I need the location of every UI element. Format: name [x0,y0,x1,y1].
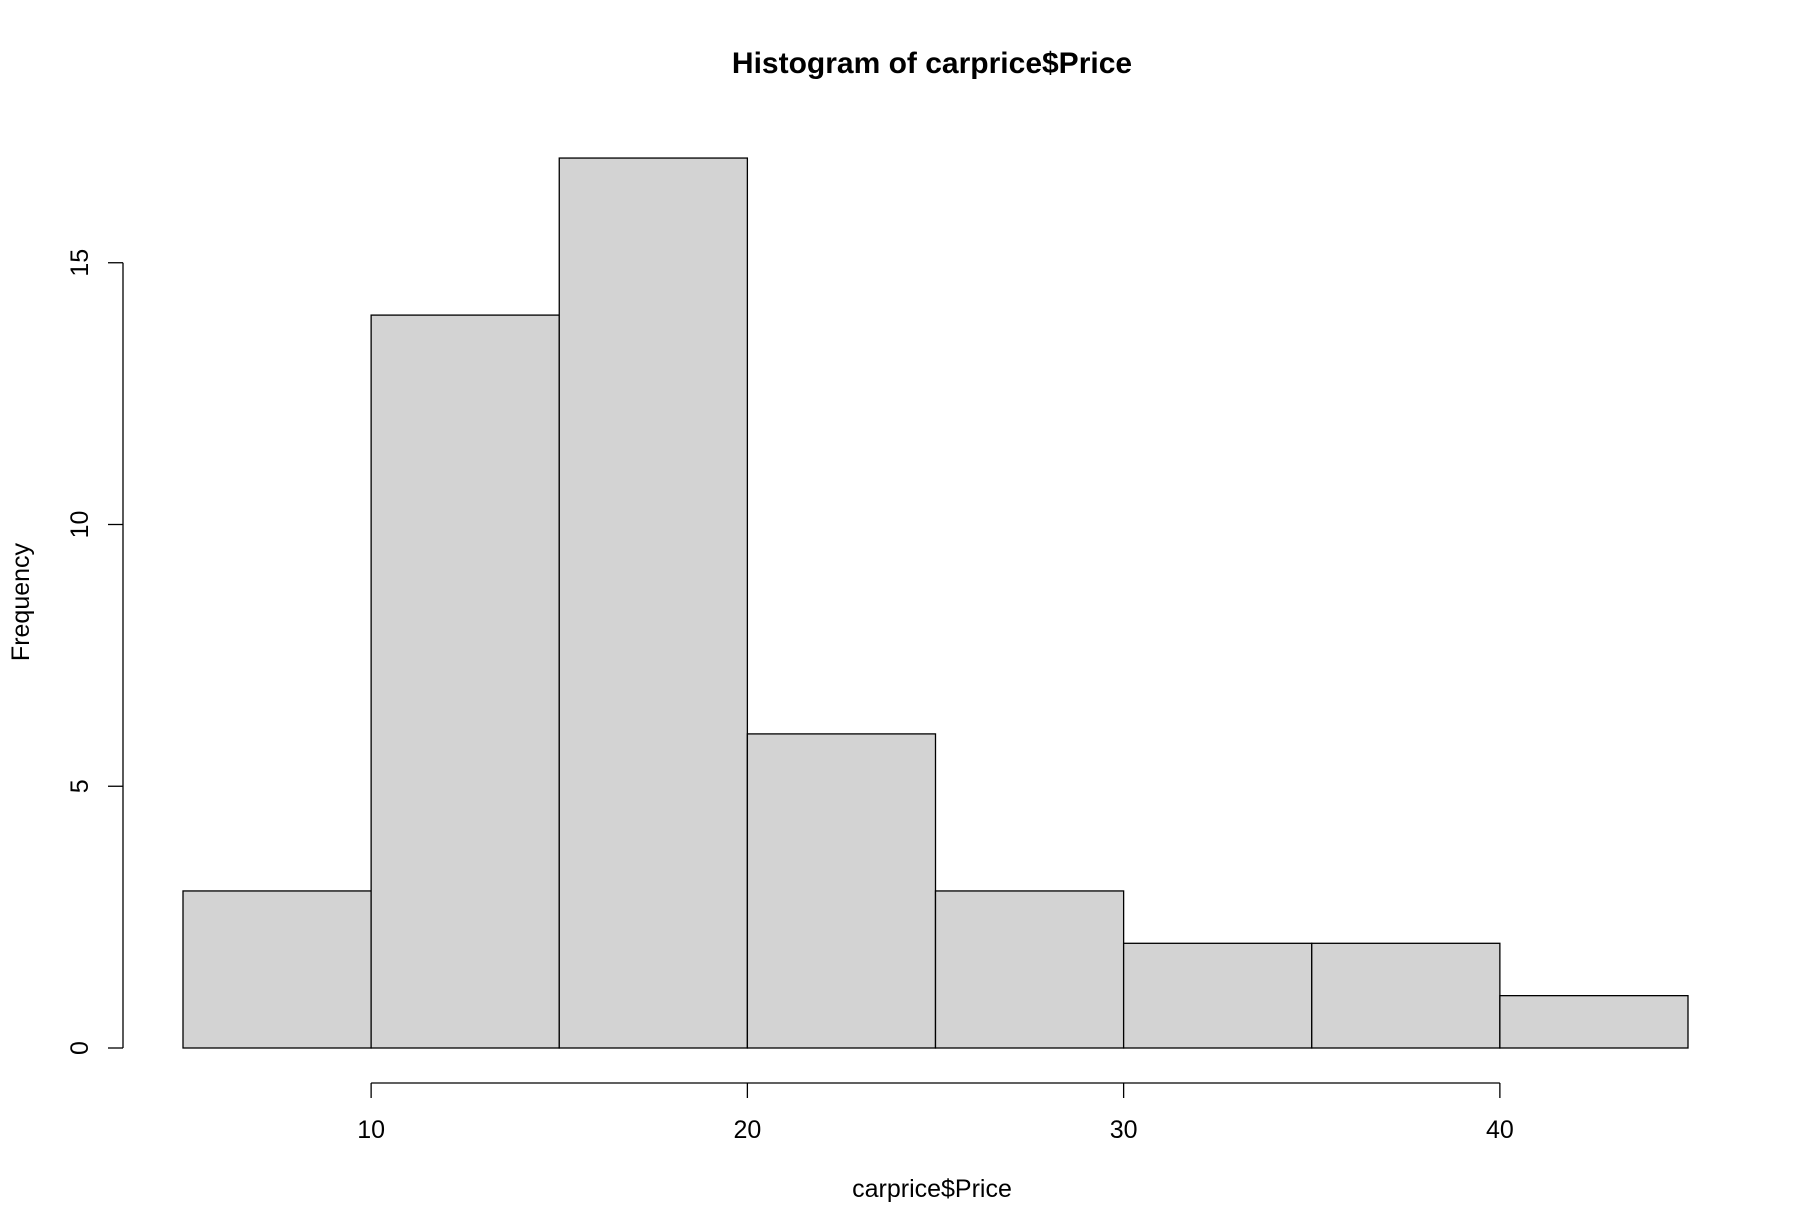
histogram-bar [558,157,749,1049]
y-tick-label: 5 [66,779,94,793]
histogram-bars [182,157,1689,1049]
x-tick-label: 10 [357,1116,385,1144]
x-tick-label: 40 [1486,1116,1514,1144]
histogram-bar [182,890,372,1049]
y-tick-label: 10 [66,511,94,539]
histogram-bar [1311,942,1501,1049]
x-axis-label: carprice$Price [852,1175,1012,1203]
histogram-bar [370,314,560,1049]
histogram-bar [1499,995,1689,1049]
y-axis-label: Frequency [7,542,35,661]
y-tick-label: 0 [66,1041,94,1055]
histogram-bar [934,890,1125,1049]
chart-title: Histogram of carprice$Price [732,47,1132,80]
y-axis: 0 5 10 15 [66,249,124,1055]
x-axis: 10 20 30 40 [357,1082,1514,1144]
x-tick-label: 20 [733,1116,761,1144]
histogram-bar [1122,942,1313,1049]
x-tick-label: 30 [1110,1116,1138,1144]
y-tick-label: 15 [66,249,94,277]
histogram-bar [746,733,937,1049]
